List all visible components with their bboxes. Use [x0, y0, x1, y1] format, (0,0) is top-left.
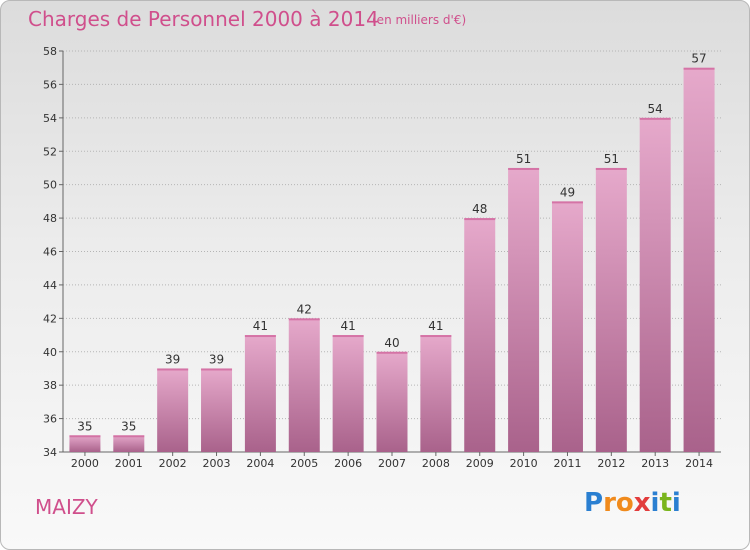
value-label: 51 — [516, 152, 531, 166]
y-tick-label: 52 — [43, 145, 57, 158]
bar — [113, 435, 145, 452]
x-tick-label: 2012 — [597, 457, 625, 470]
logo-letter: t — [659, 488, 672, 518]
y-tick-label: 56 — [43, 78, 57, 91]
y-tick-label: 42 — [43, 312, 57, 325]
bar-cap — [595, 167, 627, 170]
bar — [420, 335, 452, 452]
logo-letter: r — [603, 488, 616, 518]
x-tick-label: 2000 — [71, 457, 99, 470]
x-tick-label: 2002 — [159, 457, 187, 470]
value-label: 41 — [428, 319, 443, 333]
bar-cap — [376, 351, 408, 354]
value-label: 35 — [121, 419, 136, 433]
bar-cap — [551, 201, 583, 204]
bar-cap — [201, 368, 233, 371]
bar — [595, 167, 627, 453]
value-label: 35 — [77, 419, 92, 433]
value-label: 40 — [384, 336, 399, 350]
bar-cap — [157, 368, 189, 371]
bar-cap — [464, 218, 496, 221]
bar — [201, 368, 233, 452]
logo-letter: i — [650, 488, 660, 518]
logo-letter: x — [633, 488, 651, 518]
bar — [376, 351, 408, 452]
y-tick-label: 48 — [43, 212, 57, 225]
bar — [508, 167, 540, 453]
x-tick-label: 2001 — [115, 457, 143, 470]
value-label: 49 — [560, 185, 575, 199]
value-label: 51 — [604, 152, 619, 166]
bar-cap — [420, 335, 452, 338]
bar — [157, 368, 189, 452]
x-tick-label: 2006 — [334, 457, 362, 470]
value-label: 41 — [253, 319, 268, 333]
y-tick-label: 58 — [43, 45, 57, 58]
y-tick-label: 34 — [43, 446, 57, 459]
bar-cap — [288, 318, 320, 321]
bar — [288, 318, 320, 452]
bar-cap — [683, 67, 715, 70]
x-tick-label: 2008 — [422, 457, 450, 470]
bars — [69, 67, 715, 453]
x-tick-label: 2010 — [510, 457, 538, 470]
y-tick-label: 38 — [43, 379, 57, 392]
y-tick-label: 36 — [43, 413, 57, 426]
x-tick-label: 2007 — [378, 457, 406, 470]
bar — [332, 335, 364, 452]
x-tick-label: 2004 — [246, 457, 274, 470]
value-label: 42 — [297, 302, 312, 316]
y-tick-label: 54 — [43, 112, 57, 125]
y-tick-label: 40 — [43, 346, 57, 359]
value-label: 57 — [691, 52, 706, 66]
bar — [464, 218, 496, 452]
bar-cap — [508, 167, 540, 170]
value-labels: 35 35 39 39 41 42 41 40 41 48 51 49 51 54 57 — [77, 52, 706, 434]
bar — [683, 67, 715, 452]
x-tick-label: 2003 — [203, 457, 231, 470]
x-tick-label: 2009 — [466, 457, 494, 470]
y-tick-label: 44 — [43, 279, 57, 292]
bar-cap — [69, 435, 101, 438]
logo-letter: i — [671, 488, 681, 518]
proxiti-logo: Proxiti — [584, 488, 681, 518]
value-label: 39 — [209, 352, 224, 366]
bar-cap — [639, 117, 671, 120]
bar — [551, 201, 583, 452]
bar-cap — [113, 435, 145, 438]
logo-letter: o — [615, 488, 634, 518]
bar — [244, 335, 276, 452]
y-tick-label: 46 — [43, 246, 57, 259]
x-tick-label: 2011 — [553, 457, 581, 470]
bar — [639, 117, 671, 452]
x-tick-label: 2013 — [641, 457, 669, 470]
x-tick-label: 2005 — [290, 457, 318, 470]
value-label: 39 — [165, 352, 180, 366]
logo-letter: P — [584, 488, 604, 518]
value-label: 54 — [648, 102, 663, 116]
value-label: 41 — [340, 319, 355, 333]
bar-cap — [332, 335, 364, 338]
y-tick-label: 50 — [43, 179, 57, 192]
chart-subtitle: (en milliers d'€) — [372, 13, 467, 27]
bar — [69, 435, 101, 452]
x-tick-label: 2014 — [685, 457, 713, 470]
bar-cap — [244, 335, 276, 338]
chart-title: Charges de Personnel 2000 à 2014 — [28, 7, 379, 31]
value-label: 48 — [472, 202, 487, 216]
town-name: MAIZY — [35, 495, 98, 519]
